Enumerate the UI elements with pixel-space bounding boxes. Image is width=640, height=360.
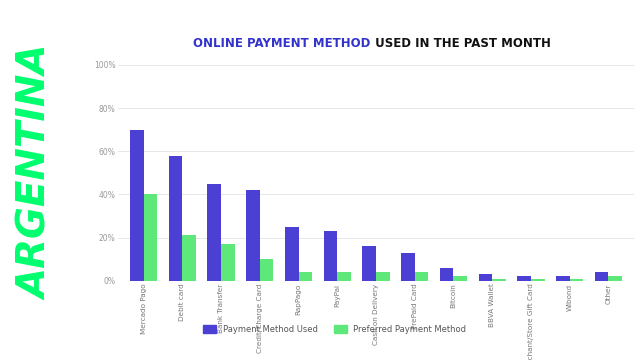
Bar — [517, 276, 531, 281]
Bar — [454, 276, 467, 281]
Text: ONLINE PAYMENT METHOD: ONLINE PAYMENT METHOD — [193, 37, 371, 50]
Bar — [143, 194, 157, 281]
Legend: Payment Method Used, Preferred Payment Method: Payment Method Used, Preferred Payment M… — [200, 321, 470, 337]
Bar — [246, 190, 260, 281]
Bar — [531, 279, 545, 281]
Bar — [556, 276, 570, 281]
Bar — [401, 253, 415, 281]
Bar — [595, 272, 609, 281]
Text: USED IN THE PAST MONTH: USED IN THE PAST MONTH — [371, 37, 551, 50]
Bar — [285, 227, 298, 281]
Bar — [324, 231, 337, 281]
Bar — [440, 268, 454, 281]
Bar — [479, 274, 492, 281]
Text: ARGENTINA: ARGENTINA — [18, 46, 56, 300]
Bar — [362, 246, 376, 281]
Bar — [415, 272, 428, 281]
Bar — [376, 272, 390, 281]
Bar — [260, 259, 273, 281]
Bar — [337, 272, 351, 281]
Bar — [570, 279, 583, 281]
Bar — [182, 235, 196, 281]
Bar — [298, 272, 312, 281]
Bar — [221, 244, 235, 281]
Bar — [609, 276, 622, 281]
Bar — [207, 184, 221, 281]
Bar — [169, 156, 182, 281]
Bar — [130, 130, 143, 281]
Bar — [492, 279, 506, 281]
Text: 17: 17 — [31, 339, 43, 349]
